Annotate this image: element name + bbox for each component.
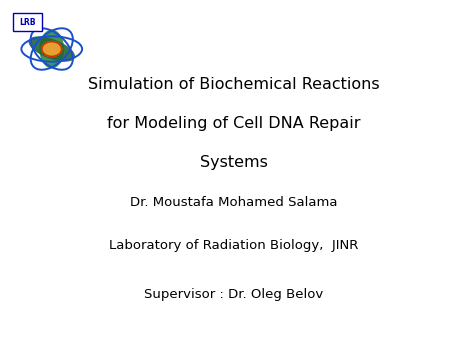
- FancyBboxPatch shape: [13, 13, 42, 31]
- Text: Systems: Systems: [200, 155, 268, 170]
- Text: LRB: LRB: [19, 18, 36, 27]
- Text: Simulation of Biochemical Reactions: Simulation of Biochemical Reactions: [88, 77, 380, 92]
- Ellipse shape: [40, 30, 64, 68]
- Text: for Modeling of Cell DNA Repair: for Modeling of Cell DNA Repair: [107, 116, 361, 131]
- Ellipse shape: [28, 37, 75, 62]
- Text: Laboratory of Radiation Biology,  JINR: Laboratory of Radiation Biology, JINR: [109, 239, 359, 251]
- Text: Supervisor : Dr. Oleg Belov: Supervisor : Dr. Oleg Belov: [144, 288, 324, 300]
- Circle shape: [42, 42, 62, 56]
- Text: Dr. Moustafa Mohamed Salama: Dr. Moustafa Mohamed Salama: [130, 196, 338, 209]
